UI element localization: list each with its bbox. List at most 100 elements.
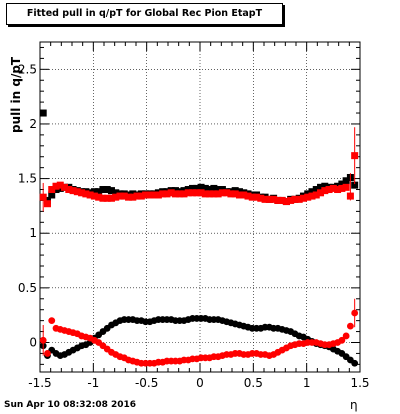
red-upper-point-marker [163,190,171,198]
x-tick-label: 1.5 [350,376,369,390]
y-tick-label: 0 [29,335,37,349]
red-upper-point-marker [197,189,205,197]
y-tick-label: 2 [29,117,37,131]
red-upper-point-marker [150,191,158,199]
red-upper-point-marker [227,190,235,198]
red-upper-point-marker [295,195,303,203]
x-axis-title: η [350,398,358,412]
red-upper-point-marker [201,190,209,198]
red-lower-point-marker [338,336,346,344]
y-tick-label: 1 [29,226,37,240]
black-upper-point-marker [312,186,320,194]
black-upper-point-marker [206,186,214,194]
red-upper-point-marker [120,192,128,200]
red-upper-point-marker [274,196,282,204]
black-upper-point-marker [112,189,120,197]
red-lower-point-marker [342,332,350,340]
black-lower-point-marker [351,359,359,367]
black-upper-point-marker [197,183,205,191]
red-upper-point-marker [99,194,107,202]
red-upper-point-marker [261,195,269,203]
red-upper-point-marker [56,181,64,189]
red-upper-point-marker [308,192,316,200]
red-upper-point-marker [125,193,133,201]
y-tick-labels: 0 0.5 1 1.5 2 2.5 [18,62,37,349]
red-upper-point-marker [159,190,167,198]
red-upper-point-marker [133,192,141,200]
red-upper-point-marker [65,186,73,194]
red-upper-point-marker [248,193,256,201]
red-upper-point-marker [90,192,98,200]
x-tick-label: 0.5 [244,376,263,390]
y-tick-label: 2.5 [18,62,37,76]
red-upper-point-marker [69,187,77,195]
red-upper-point-marker [312,191,320,199]
black-upper-point-marker [317,183,325,191]
red-upper-point-marker [231,190,239,198]
black-upper-point-marker [351,181,359,189]
red-upper-point-marker [176,190,184,198]
axis-ticks [39,42,361,372]
red-upper-point-marker [112,193,120,201]
x-tick-label: -1.5 [28,376,51,390]
black-upper-point-marker [39,109,47,117]
red-upper-point-marker [193,189,201,197]
x-tick-labels: -1.5 -1 -0.5 0 0.5 1 1.5 [28,376,369,390]
red-upper-point-marker [206,190,214,198]
red-upper-point-marker [329,184,337,192]
red-upper-point-marker [278,196,286,204]
red-upper-point-marker [184,189,192,197]
red-upper-point-marker [52,182,60,190]
red-upper-point-marker [321,187,329,195]
y-axis-title: pull in q/pT [9,56,23,133]
red-upper-point-marker [244,192,252,200]
red-lower-point-marker [44,350,51,357]
red-upper-point-marker [142,191,150,199]
red-upper-point-marker [317,189,325,197]
black-upper-point-marker [107,187,115,195]
red-upper-point-marker [325,186,333,194]
red-upper-point-marker [334,186,342,194]
red-upper-point-marker [171,190,179,198]
black-upper-point-marker [338,180,346,188]
black-upper-point-marker [103,186,111,194]
black-upper-point-marker [193,184,201,192]
red-upper-point-marker [240,191,248,199]
red-upper-point-marker [107,194,115,202]
red-upper-point-marker [48,186,56,194]
black-upper-point-marker [342,177,350,185]
black-upper-point-marker [90,188,98,196]
red-upper-point-marker [257,194,265,202]
red-upper-point-marker [291,195,299,203]
x-tick-label: -0.5 [135,376,158,390]
red-upper-point-marker [116,192,124,200]
red-upper-point-marker [338,184,346,192]
red-upper-point-marker [167,189,175,197]
red-upper-point-marker [95,193,103,201]
red-lower-point-marker [347,322,354,330]
black-upper-point-marker [189,184,197,192]
red-upper-point-marker [287,196,295,204]
timestamp-label: Sun Apr 10 08:32:08 2016 [4,400,137,410]
red-upper-point-marker [253,193,261,201]
chart-title: Fitted pull in q/pT for Global Rec Pion … [26,8,263,19]
grid-lines [40,42,360,372]
red-lower-point-marker [48,317,56,325]
x-tick-label: 0 [196,376,204,390]
black-upper-point-marker [99,186,107,194]
red-upper-point-marker [103,194,111,202]
red-upper-point-marker [282,198,290,206]
red-upper-point-marker [223,189,231,197]
black-upper-point-marker [201,184,209,192]
red-upper-point-marker [214,190,222,198]
red-upper-point-marker [180,190,188,198]
red-upper-point-marker [82,190,90,198]
red-upper-point-marker [218,189,226,197]
x-tick-label: 1 [303,376,311,390]
red-upper-point-marker [78,189,86,197]
black-upper-point-marker [321,182,329,190]
red-upper-point-marker [265,195,273,203]
red-upper-point-marker [235,191,243,199]
red-upper-point-marker [43,200,51,208]
